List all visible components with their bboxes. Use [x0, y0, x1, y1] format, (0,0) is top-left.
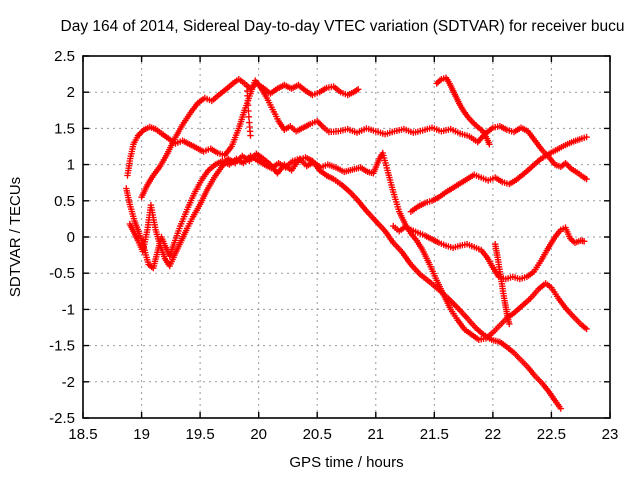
y-tick-label: 1	[67, 157, 75, 174]
y-tick-label: 1.5	[54, 120, 75, 137]
y-tick-label: 2	[67, 84, 75, 101]
x-tick-label: 22.5	[537, 426, 566, 443]
series-trace-7	[407, 133, 590, 215]
series-trace-6	[433, 74, 493, 148]
series-trace-2	[126, 150, 564, 412]
y-tick-label: 0.5	[54, 193, 75, 210]
x-tick-label: 20	[250, 426, 267, 443]
y-tick-label: 0	[67, 229, 75, 246]
x-tick-label: 18.5	[68, 426, 97, 443]
x-tick-label: 20.5	[303, 426, 332, 443]
axis-ticks	[82, 55, 611, 419]
y-axis-label: SDTVAR / TECUs	[7, 177, 24, 297]
x-axis-label: GPS time / hours	[289, 454, 403, 471]
x-tick-label: 21.5	[420, 426, 449, 443]
y-tick-label: -0.5	[49, 265, 75, 282]
chart-title: Day 164 of 2014, Sidereal Day-to-day VTE…	[61, 18, 625, 35]
series-trace-5	[243, 83, 254, 139]
series-trace-9	[492, 241, 513, 328]
y-tick-label: -1.5	[49, 338, 75, 355]
y-tick-label: -2	[62, 374, 75, 391]
x-tick-label: 23	[602, 426, 619, 443]
series-trace-8	[390, 222, 588, 283]
y-tick-label: 2.5	[54, 48, 75, 65]
x-tick-label: 22	[485, 426, 502, 443]
y-tick-label: -2.5	[49, 410, 75, 427]
x-tick-label: 21	[367, 426, 384, 443]
x-tick-label: 19	[133, 426, 150, 443]
x-tick-label: 19.5	[185, 426, 214, 443]
y-tick-label: -1	[62, 301, 75, 318]
